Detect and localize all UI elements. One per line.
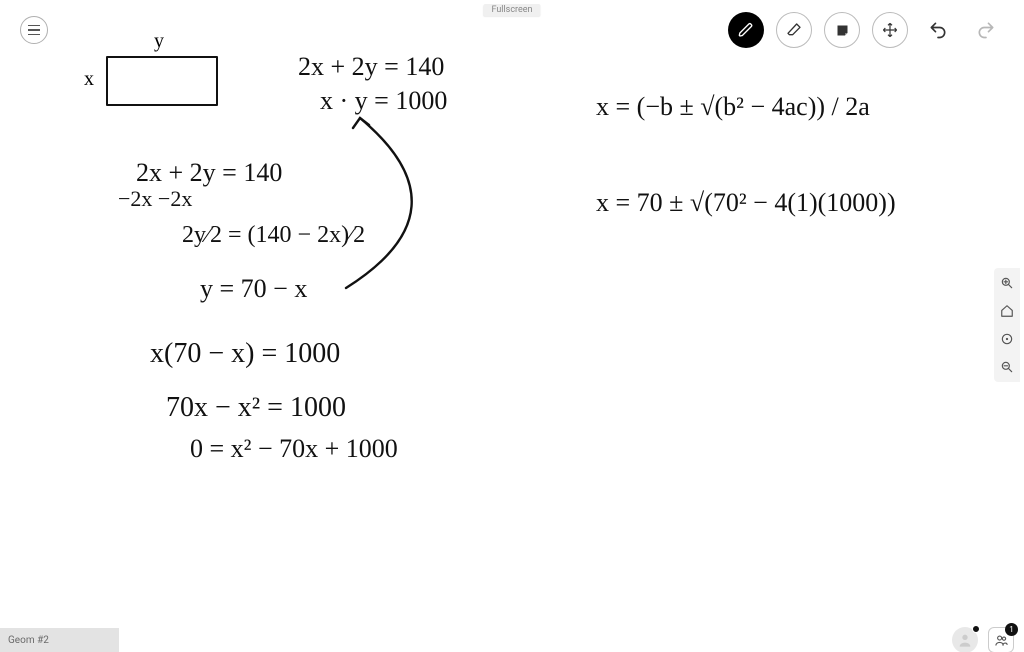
diagram-label-y: y bbox=[154, 30, 164, 53]
eraser-tool[interactable] bbox=[776, 12, 812, 48]
board-tab[interactable]: Geom #2 bbox=[0, 628, 119, 652]
handwriting-eq3b: −2x −2x bbox=[118, 186, 192, 212]
zoom-out-button[interactable] bbox=[998, 358, 1016, 376]
home-button[interactable] bbox=[998, 302, 1016, 320]
collaborators-button[interactable]: 1 bbox=[988, 627, 1014, 652]
board-tab-label: Geom #2 bbox=[8, 635, 49, 646]
fullscreen-label[interactable]: Fullscreen bbox=[483, 4, 540, 16]
move-tool[interactable] bbox=[872, 12, 908, 48]
handwriting-eq3: 2x + 2y = 140 bbox=[136, 158, 282, 188]
recenter-button[interactable] bbox=[998, 330, 1016, 348]
zoom-in-icon bbox=[1000, 276, 1014, 290]
note-icon bbox=[835, 23, 850, 38]
handwriting-eq1: 2x + 2y = 140 bbox=[298, 52, 444, 82]
diagram-rectangle: y x bbox=[106, 56, 218, 106]
sticky-note-tool[interactable] bbox=[824, 12, 860, 48]
collaborators-count: 1 bbox=[1005, 623, 1018, 636]
undo-icon bbox=[928, 20, 948, 40]
handwriting-eq5: y = 70 − x bbox=[200, 274, 307, 304]
menu-button[interactable] bbox=[20, 16, 48, 44]
handwriting-eq2: x · y = 1000 bbox=[320, 86, 447, 116]
status-dot bbox=[972, 625, 980, 633]
top-toolbar bbox=[728, 12, 1004, 48]
handwriting-eq4: 2y⁄2 = (140 − 2x)⁄2 bbox=[182, 222, 365, 249]
redo-button bbox=[968, 12, 1004, 48]
avatar-icon bbox=[957, 632, 973, 648]
diagram-label-x: x bbox=[84, 68, 94, 91]
bottom-bar: Geom #2 1 bbox=[0, 628, 1024, 652]
move-icon bbox=[882, 22, 898, 38]
handwriting-eq6: x(70 − x) = 1000 bbox=[150, 338, 340, 370]
presence-area: 1 bbox=[952, 627, 1024, 652]
handwriting-eq10: x = 70 ± √(70² − 4(1)(1000)) bbox=[596, 188, 896, 218]
redo-icon bbox=[976, 20, 996, 40]
home-icon bbox=[1000, 304, 1014, 318]
zoom-out-icon bbox=[1000, 360, 1014, 374]
zoom-toolbar bbox=[994, 268, 1020, 382]
zoom-in-button[interactable] bbox=[998, 274, 1016, 292]
collaborators-icon bbox=[994, 633, 1009, 648]
eraser-icon bbox=[786, 22, 802, 38]
pen-icon bbox=[738, 22, 754, 38]
pen-tool[interactable] bbox=[728, 12, 764, 48]
undo-button[interactable] bbox=[920, 12, 956, 48]
handwriting-eq9: x = (−b ± √(b² − 4ac)) / 2a bbox=[596, 92, 870, 122]
whiteboard-canvas[interactable]: y x 2x + 2y = 140 x · y = 1000 2x + 2y = 1… bbox=[0, 0, 1024, 652]
handwriting-eq7: 70x − x² = 1000 bbox=[166, 392, 346, 424]
user-avatar[interactable] bbox=[952, 627, 978, 652]
target-icon bbox=[1000, 332, 1014, 346]
handwriting-eq8: 0 = x² − 70x + 1000 bbox=[190, 434, 398, 464]
